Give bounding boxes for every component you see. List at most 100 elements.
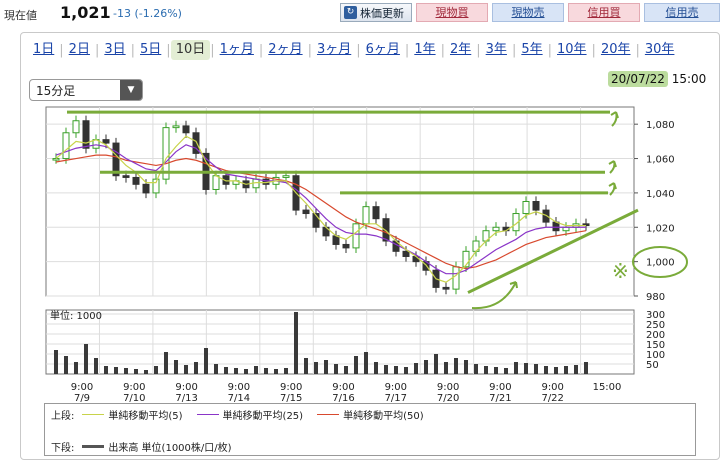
tab-separator: | [307, 42, 312, 58]
volume-bar [574, 365, 578, 374]
ma50-line [55, 154, 587, 270]
candle-body [222, 175, 230, 185]
interval-select[interactable]: 15分足 ▼ [29, 79, 143, 101]
x-date-label: 7/22 [541, 393, 563, 404]
candle-body [82, 120, 90, 149]
volume-unit-label: 単位: 1000 [50, 309, 102, 322]
tab-9[interactable]: 1年 [414, 42, 436, 57]
legend-upper-row: 上段: 単純移動平均(5) 単純移動平均(25) 単純移動平均(50) [51, 407, 438, 422]
tab-1[interactable]: 2日 [68, 42, 90, 57]
legend-volume-label: 出来高 単位(1000株/口/枚) [108, 442, 232, 454]
tab-3[interactable]: 5日 [140, 42, 162, 57]
volume-bar [514, 362, 518, 374]
volume-bar [504, 368, 508, 374]
tab-separator: | [258, 42, 264, 58]
volume-bar [494, 367, 498, 374]
buy-margin-button[interactable]: 信用買 [568, 3, 640, 22]
tab-14[interactable]: 20年 [600, 42, 631, 57]
x-time-label: 9:00 [437, 382, 459, 393]
volume-panel [45, 309, 635, 375]
tab-5[interactable]: 1ヶ月 [219, 42, 254, 57]
tab-0[interactable]: 1日 [33, 42, 55, 57]
volume-bar [174, 360, 178, 374]
volume-bar [534, 364, 538, 374]
volume-bar [54, 350, 58, 374]
volume-bar [64, 356, 68, 374]
candle-body [302, 209, 310, 215]
current-price-label: 現在値 [4, 9, 37, 22]
legend-ma5: 単純移動平均(5) [82, 407, 183, 422]
volume-bar [284, 368, 288, 374]
x-date-label: 7/9 [74, 393, 90, 404]
volume-tick-label: 200 [646, 330, 665, 341]
candle-body [172, 125, 180, 129]
tab-4[interactable]: 10日 [170, 40, 211, 60]
candle-body [62, 132, 70, 160]
x-date-label: 7/14 [228, 393, 250, 404]
volume-bar [244, 369, 248, 374]
candle-body [162, 127, 170, 180]
x-time-label: 9:00 [71, 382, 93, 393]
tab-15[interactable]: 30年 [644, 42, 675, 57]
tab-separator: | [635, 42, 640, 58]
volume-bar [194, 362, 198, 374]
tab-11[interactable]: 3年 [485, 42, 507, 57]
tab-13[interactable]: 10年 [557, 42, 587, 57]
chart-date: 20/07/22 [608, 71, 668, 87]
price-change: -13 (-1.26%) [113, 7, 182, 20]
x-date-label: 7/17 [385, 393, 407, 404]
chart-legend: 上段: 単純移動平均(5) 単純移動平均(25) 単純移動平均(50) 下段: … [44, 403, 696, 456]
price-tick-label: 1,000 [646, 258, 675, 269]
price-tick-label: 1,040 [646, 189, 675, 200]
tab-12[interactable]: 5年 [521, 42, 543, 57]
candle-body [192, 132, 200, 154]
volume-bar [154, 366, 158, 374]
price-panel [45, 106, 635, 297]
x-date-label: 7/13 [175, 393, 197, 404]
legend-ma25: 単純移動平均(25) [196, 407, 303, 422]
tab-separator: | [59, 42, 64, 58]
tab-8[interactable]: 6ヶ月 [365, 42, 400, 57]
sell-spot-button[interactable]: 現物売 [492, 3, 564, 22]
tab-separator: | [404, 42, 410, 58]
x-date-label: 7/10 [123, 393, 145, 404]
legend-lower-label: 下段: [51, 442, 75, 454]
legend-lower-row: 下段: 出来高 単位(1000株/口/枚) [51, 439, 246, 454]
current-price-value: 1,021 [60, 3, 111, 22]
volume-bar [104, 366, 108, 374]
volume-bar [444, 362, 448, 374]
arrow-up-annotation-4 [471, 281, 518, 310]
volume-bar [384, 365, 388, 374]
price-tick-label: 1,060 [646, 155, 675, 166]
refresh-quote-button[interactable]: ↻ 株価更新 [340, 3, 412, 22]
tab-separator: | [511, 42, 517, 58]
volume-bar [184, 365, 188, 374]
tab-2[interactable]: 3日 [104, 42, 126, 57]
volume-bar [264, 368, 268, 374]
x-time-label: 9:00 [280, 382, 302, 393]
volume-bar [394, 366, 398, 374]
volume-bar [294, 312, 298, 374]
candle-body [132, 176, 140, 185]
volume-bar [134, 369, 138, 374]
legend-ma50: 単純移動平均(50) [317, 407, 424, 422]
volume-bar [484, 366, 488, 374]
volume-bar [124, 368, 128, 374]
sell-margin-button[interactable]: 信用売 [644, 3, 720, 22]
price-tick-label: 1,080 [646, 120, 675, 131]
volume-bar [204, 348, 208, 374]
volume-bar [274, 369, 278, 374]
buy-spot-button[interactable]: 現物買 [416, 3, 488, 22]
volume-bar [404, 367, 408, 374]
volume-bar [454, 358, 458, 374]
price-tick-label: 1,020 [646, 223, 675, 234]
x-time-label: 9:00 [123, 382, 145, 393]
refresh-label: 株価更新 [360, 6, 404, 20]
legend-upper-label: 上段: [51, 410, 75, 422]
candle-body [522, 201, 530, 215]
tab-separator: | [94, 42, 100, 58]
tab-7[interactable]: 3ヶ月 [316, 42, 352, 57]
tab-10[interactable]: 2年 [449, 42, 472, 57]
tab-6[interactable]: 2ヶ月 [268, 42, 303, 57]
volume-bar [544, 366, 548, 374]
